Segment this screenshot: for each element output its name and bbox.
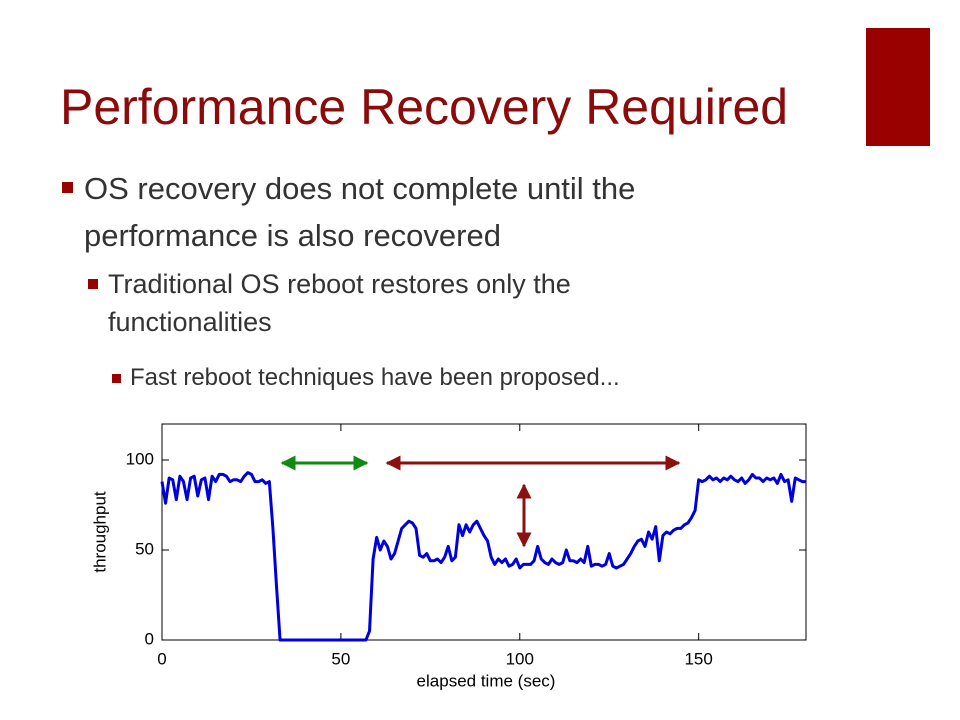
x-axis-label: elapsed time (sec) <box>417 671 556 690</box>
y-tick-label: 50 <box>135 539 154 558</box>
y-axis-label: throughput <box>90 491 109 573</box>
bullet: OS recovery does not complete until the … <box>62 166 764 259</box>
x-tick-label: 50 <box>331 649 350 668</box>
bullet: Traditional OS reboot restores only the … <box>88 265 728 342</box>
y-tick-label: 0 <box>145 629 154 648</box>
x-tick-label: 100 <box>506 649 534 668</box>
x-tick-label: 150 <box>684 649 712 668</box>
data-line <box>160 471 806 642</box>
x-tick-label: 0 <box>157 649 166 668</box>
slide-title: Performance Recovery Required <box>60 79 789 135</box>
plot-frame <box>161 423 807 641</box>
bullet: Fast reboot techniques have been propose… <box>112 360 830 396</box>
decoration <box>866 28 930 146</box>
y-tick-label: 100 <box>126 449 154 468</box>
